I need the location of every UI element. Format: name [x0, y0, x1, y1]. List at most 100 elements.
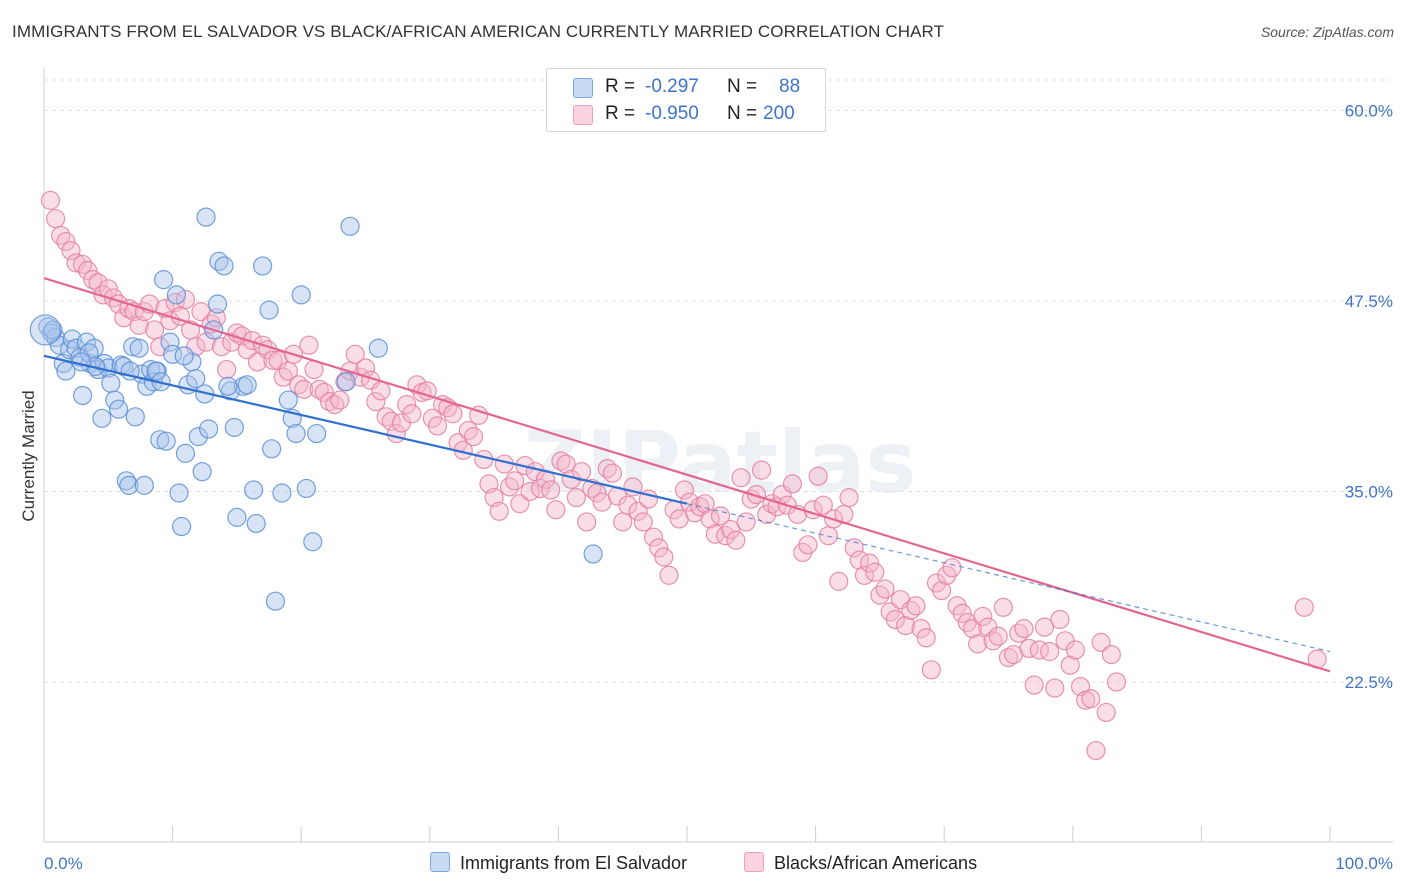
bottom-legend-el-salvador: Immigrants from El Salvador — [430, 852, 687, 874]
el-salvador-point — [29, 314, 61, 346]
y-tick-label: 22.5% — [1345, 673, 1393, 692]
legend-r-label: R = — [605, 103, 636, 124]
black-african-american-point — [602, 463, 623, 483]
black-african-american-point — [381, 411, 401, 431]
el-salvador-point — [340, 216, 360, 236]
el-salvador-point — [303, 532, 323, 552]
black-african-american-point — [371, 381, 391, 401]
black-african-american-point — [88, 273, 108, 293]
black-african-american-point — [731, 468, 751, 488]
black-african-american-point — [551, 451, 571, 471]
black-african-american-point — [844, 538, 864, 558]
black-african-american-point — [952, 603, 972, 624]
el-salvador-point — [307, 423, 327, 444]
el-salvador-point — [583, 544, 603, 564]
black-african-american-point — [427, 416, 448, 436]
black-african-american-point — [56, 231, 76, 252]
el-salvador-point — [218, 376, 238, 396]
black-african-american-point — [443, 404, 463, 424]
black-african-american-point — [40, 190, 61, 210]
el-salvador-point — [123, 337, 143, 357]
el-salvador-point — [166, 285, 187, 305]
el-salvador-point — [296, 478, 316, 499]
black-african-american-point — [993, 597, 1013, 617]
bottom-legend-swatch-blue — [430, 852, 450, 872]
black-african-american-point — [458, 420, 478, 441]
black-african-american-point — [674, 480, 695, 500]
black-african-american-point — [319, 391, 340, 412]
el-salvador-point — [265, 591, 286, 611]
el-salvador-trend-line — [43, 354, 688, 505]
black-african-american-point — [1045, 678, 1065, 698]
el-salvador-point — [278, 390, 298, 410]
black-african-american-point — [345, 344, 365, 364]
black-african-american-point — [916, 628, 936, 648]
legend-swatch-blue — [573, 78, 593, 98]
black-african-american-point — [397, 395, 417, 415]
bottom-legend-label-blue: Immigrants from El Salvador — [460, 853, 688, 873]
black-african-american-point — [870, 585, 890, 605]
black-african-american-point — [566, 487, 587, 508]
black-african-american-point — [499, 477, 520, 497]
black-african-american-point — [911, 619, 931, 639]
el-salvador-point — [196, 207, 216, 227]
el-salvador-point — [336, 372, 356, 392]
black-african-american-point — [988, 626, 1008, 646]
black-african-american-point — [577, 512, 597, 532]
el-salvador-point — [101, 373, 121, 393]
y-tick-label: 60.0% — [1345, 101, 1393, 120]
black-african-american-point — [1096, 702, 1116, 723]
x-tick-label-min: 0.0% — [44, 854, 83, 873]
el-salvador-point — [237, 375, 257, 395]
black-african-american-point — [1086, 740, 1106, 761]
legend-n-label: N = — [727, 103, 758, 124]
legend-n-value-pink: 200 — [763, 103, 795, 124]
black-african-american-point — [921, 660, 941, 680]
el-salvador-point — [92, 408, 112, 428]
black-african-american-point — [973, 606, 993, 627]
black-african-american-point — [721, 519, 741, 540]
black-african-american-point — [715, 526, 736, 546]
black-african-american-point — [875, 579, 895, 599]
black-african-american-point — [896, 615, 916, 636]
black-african-american-point — [571, 462, 592, 482]
black-african-american-point — [463, 427, 484, 447]
black-african-american-point — [206, 308, 226, 328]
el-salvador-point — [186, 369, 206, 389]
black-african-american-point — [263, 350, 283, 371]
black-african-american-point — [906, 596, 926, 616]
legend-row-black-african-american: R = -0.950 N = 200 — [547, 101, 825, 127]
el-salvador-point — [56, 361, 76, 381]
black-african-american-point — [968, 634, 988, 654]
black-african-american-point — [556, 454, 576, 474]
black-african-american-point — [1065, 640, 1085, 660]
black-african-american-point — [530, 478, 550, 499]
black-african-american-point — [51, 225, 71, 246]
source-label: Source: ZipAtlas.com — [1260, 24, 1394, 40]
black-african-american-point — [314, 382, 334, 403]
black-african-american-point — [196, 332, 216, 352]
el-salvador-point — [259, 300, 279, 320]
black-african-american-point — [330, 390, 350, 410]
el-salvador-point — [244, 480, 264, 500]
el-salvador-point — [192, 462, 212, 482]
legend-n-label: N = — [727, 76, 758, 97]
black-african-american-point — [72, 254, 93, 275]
black-african-american-point — [726, 530, 746, 550]
black-african-american-point — [510, 494, 530, 514]
el-salvador-point — [150, 430, 170, 450]
black-african-american-point — [633, 512, 653, 532]
black-african-american-point — [1106, 672, 1127, 692]
black-african-american-point — [736, 512, 756, 532]
black-african-american-point — [366, 391, 386, 412]
black-african-american-point — [242, 331, 262, 351]
el-salvador-point — [368, 338, 388, 358]
el-salvador-point — [246, 513, 266, 534]
black-african-american-point — [813, 495, 833, 515]
black-african-american-point — [1081, 689, 1101, 709]
black-african-american-point — [808, 466, 828, 486]
el-salvador-point — [286, 423, 306, 444]
black-african-american-point — [885, 609, 905, 630]
black-african-american-point — [1014, 619, 1034, 639]
black-african-american-point — [710, 506, 731, 526]
